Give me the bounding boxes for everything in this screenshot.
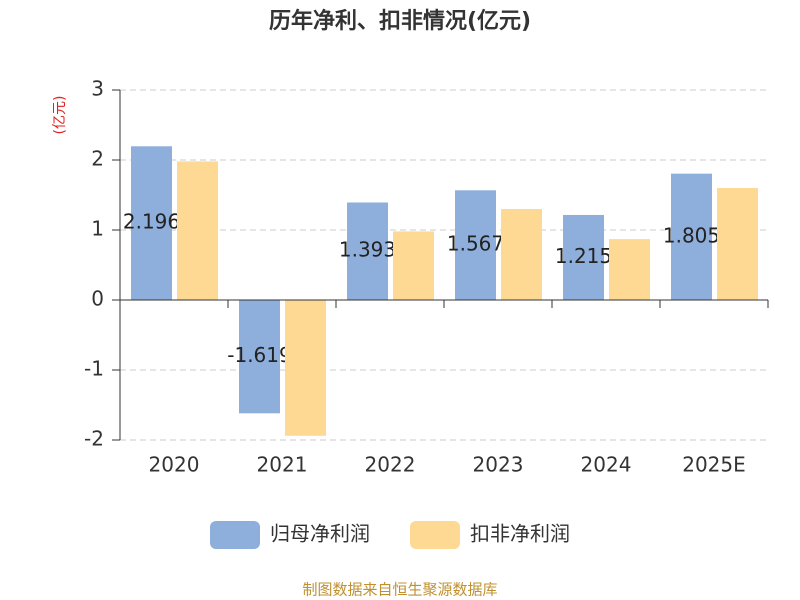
bar [393, 231, 434, 300]
y-tick-label: -1 [84, 357, 104, 381]
data-label: 1.215 [555, 244, 612, 268]
bar [285, 300, 326, 436]
bar [563, 214, 604, 300]
y-tick-label: 0 [91, 287, 104, 311]
data-label: 2.196 [123, 210, 180, 234]
data-label: 1.805 [663, 223, 720, 247]
x-tick-label: 2021 [257, 453, 308, 477]
bar [717, 188, 758, 300]
chart-title: 历年净利、扣非情况(亿元) [269, 8, 531, 34]
y-tick-label: 3 [91, 77, 104, 101]
x-tick-label: 2025E [682, 453, 746, 477]
data-label: 1.393 [339, 238, 396, 262]
x-tick-label: 2020 [149, 453, 200, 477]
legend-label: 归母净利润 [270, 522, 370, 546]
data-label: -1.619 [227, 343, 291, 367]
y-tick-label: 1 [91, 217, 104, 241]
legend-swatch [210, 521, 260, 549]
bar [347, 202, 388, 300]
bar [131, 146, 172, 300]
bar [177, 161, 218, 300]
y-axis-label: (亿元) [52, 96, 68, 135]
bar [671, 173, 712, 300]
x-tick-label: 2024 [581, 453, 632, 477]
legend-label: 扣非净利润 [470, 522, 570, 546]
bar [609, 239, 650, 300]
data-label: 1.567 [447, 232, 504, 256]
legend-swatch [410, 521, 460, 549]
y-tick-label: 2 [91, 147, 104, 171]
bar [239, 300, 280, 414]
x-tick-label: 2023 [473, 453, 524, 477]
x-tick-label: 2022 [365, 453, 416, 477]
bar [455, 190, 496, 300]
y-tick-label: -2 [84, 427, 104, 451]
source-note: 制图数据来自恒生聚源数据库 [302, 581, 497, 599]
bar [501, 209, 542, 300]
